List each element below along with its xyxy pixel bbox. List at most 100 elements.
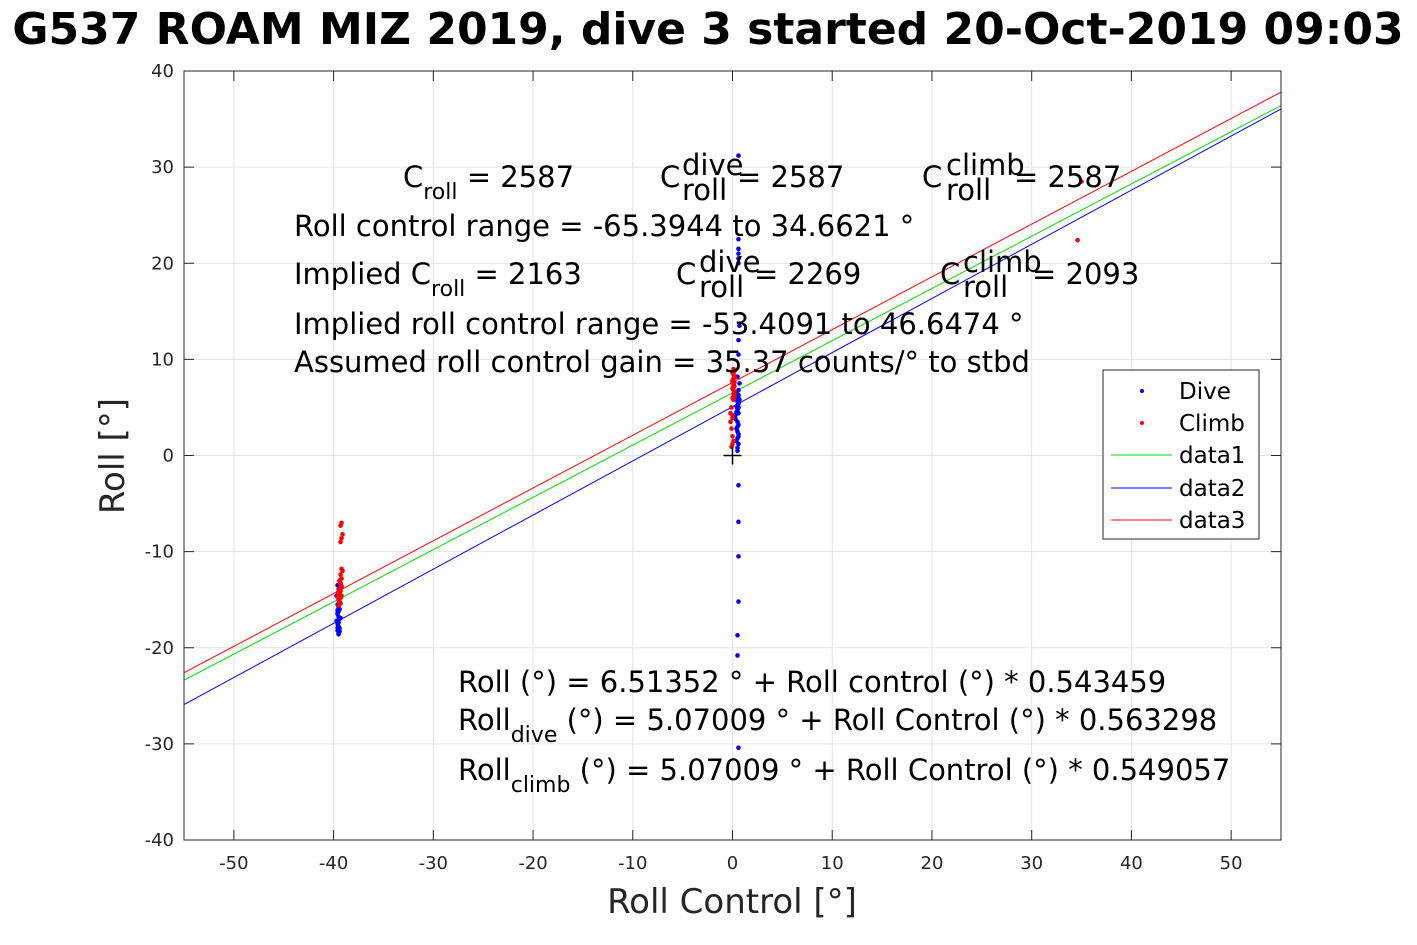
dive-point bbox=[736, 410, 741, 416]
y-tick-label: 10 bbox=[151, 349, 174, 370]
chart-title: G537 ROAM MIZ 2019, dive 3 started 20-Oc… bbox=[12, 4, 1403, 55]
annotation-implied-c-roll-dive: C dive roll = 2269 bbox=[676, 245, 861, 304]
climb-point bbox=[1079, 179, 1084, 184]
svg-text:roll: roll bbox=[682, 173, 727, 207]
y-tick-label: 20 bbox=[151, 253, 174, 274]
climb-point bbox=[732, 367, 737, 373]
dive-point bbox=[736, 599, 741, 604]
y-tick-label: 0 bbox=[163, 446, 174, 467]
dive-point bbox=[736, 256, 741, 261]
dive-point bbox=[737, 323, 742, 329]
x-tick-label: 30 bbox=[1020, 853, 1043, 874]
y-tick-label: -20 bbox=[145, 638, 174, 659]
y-tick-label: -30 bbox=[145, 734, 174, 755]
climb-point bbox=[728, 419, 733, 425]
x-tick-label: 20 bbox=[921, 853, 944, 874]
y-tick-label: 40 bbox=[151, 61, 174, 82]
y-tick-label: -40 bbox=[145, 830, 174, 851]
climb-point bbox=[731, 383, 736, 388]
dive-point bbox=[736, 394, 741, 400]
dive-point bbox=[735, 448, 740, 453]
legend: Dive Climb data1 data2 data3 bbox=[1102, 369, 1260, 540]
legend-data1-label: data1 bbox=[1179, 443, 1245, 469]
svg-text:= 2093: = 2093 bbox=[1032, 257, 1139, 291]
x-tick-label: -50 bbox=[219, 853, 248, 874]
climb-point bbox=[338, 572, 343, 577]
x-tick-label: -10 bbox=[618, 853, 647, 874]
annotation-fit-all: Roll (°) = 6.51352 ° + Roll control (°) … bbox=[458, 665, 1166, 699]
svg-text:= 2269: = 2269 bbox=[754, 257, 861, 291]
annotation-c-roll-climb: C climb roll = 2587 bbox=[922, 148, 1121, 207]
legend-dive-label: Dive bbox=[1179, 379, 1231, 405]
svg-text:C: C bbox=[676, 257, 696, 291]
dive-point bbox=[736, 482, 741, 488]
x-tick-label: 40 bbox=[1120, 853, 1143, 874]
dive-point bbox=[736, 260, 741, 266]
climb-point bbox=[732, 375, 737, 380]
dive-point bbox=[737, 381, 742, 386]
annotation-control-range: Roll control range = -65.3944 to 34.6621… bbox=[294, 209, 914, 243]
x-axis-label: Roll Control [°] bbox=[607, 882, 857, 922]
climb-point bbox=[335, 594, 340, 600]
dive-point bbox=[735, 424, 740, 429]
annotation-implied-c-roll-climb: C climb roll = 2093 bbox=[940, 245, 1139, 304]
svg-text:climb: climb bbox=[963, 245, 1042, 279]
legend-data3-label: data3 bbox=[1179, 508, 1245, 534]
dive-point bbox=[736, 745, 741, 751]
y-tick-label: -10 bbox=[145, 542, 174, 563]
legend-data2-label: data2 bbox=[1179, 476, 1245, 502]
svg-text:climb: climb bbox=[946, 148, 1025, 182]
svg-text:roll: roll bbox=[946, 173, 991, 207]
dive-point bbox=[338, 615, 343, 621]
climb-point bbox=[340, 568, 345, 574]
svg-text:C: C bbox=[922, 160, 942, 194]
svg-text:C: C bbox=[940, 257, 960, 291]
dive-point bbox=[735, 399, 740, 404]
climb-point bbox=[339, 535, 344, 541]
climb-point bbox=[730, 379, 735, 384]
svg-text:roll: roll bbox=[699, 270, 744, 304]
climb-point bbox=[728, 410, 733, 416]
dive-point bbox=[736, 519, 741, 525]
y-axis-label: Roll [°] bbox=[93, 398, 133, 514]
climb-point bbox=[1075, 237, 1080, 243]
climb-point bbox=[338, 539, 343, 545]
climb-point bbox=[338, 523, 343, 528]
climb-point bbox=[729, 426, 734, 431]
svg-text:= 2587: = 2587 bbox=[1014, 160, 1121, 194]
dive-point bbox=[736, 251, 741, 256]
climb-point bbox=[730, 433, 735, 439]
dive-point bbox=[335, 607, 340, 613]
y-tick-label: 30 bbox=[151, 157, 174, 178]
x-tick-label: -20 bbox=[518, 853, 547, 874]
dive-point bbox=[736, 554, 741, 559]
annotation-c-roll: Croll = 2587 bbox=[403, 160, 574, 205]
svg-text:C: C bbox=[660, 160, 680, 194]
dive-point bbox=[335, 625, 340, 630]
dive-point bbox=[736, 441, 741, 447]
dive-point bbox=[735, 653, 740, 658]
axis-ticks: -50 -40 -30 -20 -10 0 10 20 30 40 50 -40 -30 -20 -10 0 1… bbox=[145, 61, 1281, 874]
dive-point bbox=[736, 153, 741, 158]
annotation-fit-climb: Rollclimb (°) = 5.07009 ° + Roll Control… bbox=[458, 753, 1230, 798]
climb-point bbox=[729, 405, 734, 410]
legend-climb-label: Climb bbox=[1179, 411, 1245, 437]
dive-point bbox=[736, 246, 741, 252]
dive-point bbox=[736, 236, 741, 242]
dive-point bbox=[736, 337, 741, 343]
annotation-fit-dive: Rolldive (°) = 5.07009 ° + Roll Control … bbox=[458, 703, 1217, 748]
x-tick-label: -40 bbox=[319, 853, 348, 874]
svg-text:= 2587: = 2587 bbox=[737, 160, 844, 194]
dive-point bbox=[337, 629, 342, 634]
x-tick-label: 0 bbox=[727, 853, 738, 874]
dive-point bbox=[736, 352, 741, 357]
climb-point bbox=[731, 397, 736, 403]
dive-point bbox=[336, 620, 341, 626]
annotation-c-roll-dive: C dive roll = 2587 bbox=[660, 148, 844, 207]
annotation-implied-range: Implied roll control range = -53.4091 to… bbox=[294, 307, 1024, 341]
annotation-implied-c-roll: Implied Croll = 2163 bbox=[294, 257, 582, 302]
dive-point bbox=[736, 387, 741, 393]
svg-text:dive: dive bbox=[699, 245, 760, 279]
climb-point bbox=[337, 600, 342, 605]
